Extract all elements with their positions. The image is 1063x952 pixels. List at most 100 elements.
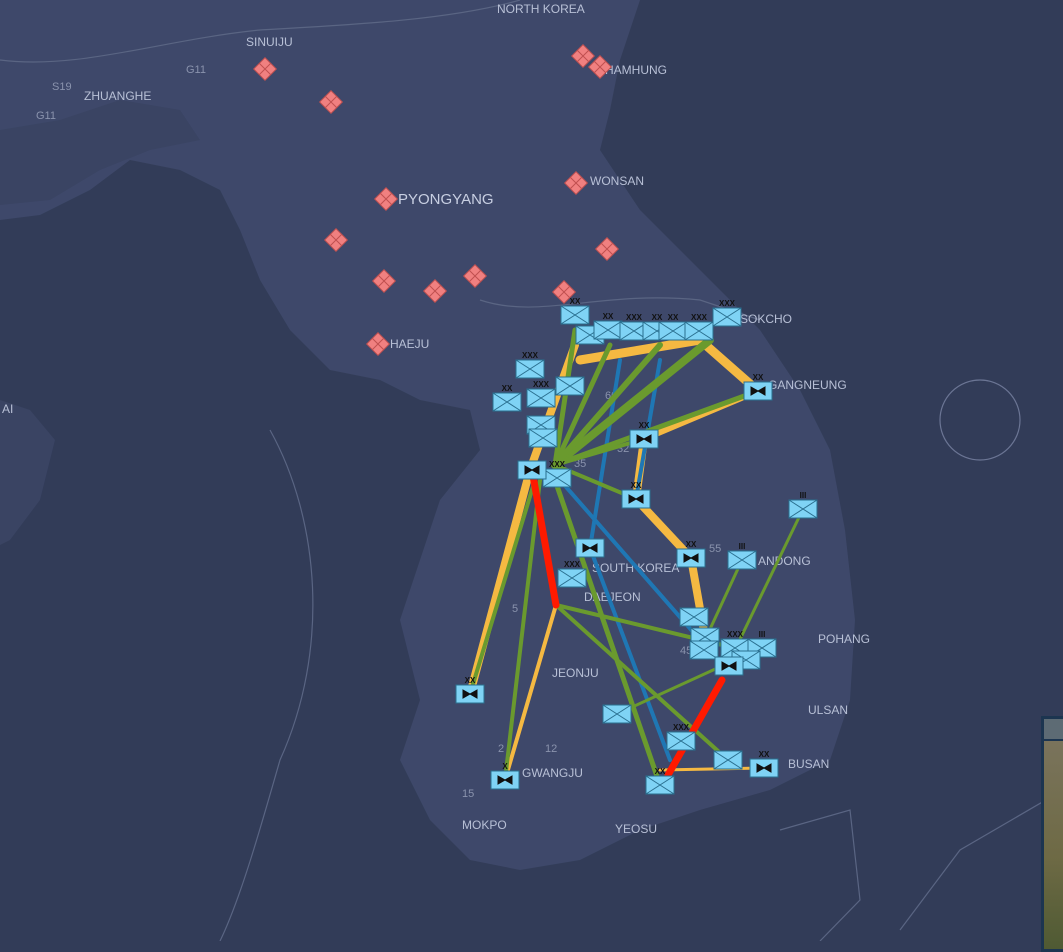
enemy-unit-marker[interactable] <box>462 263 488 289</box>
road-label: 45 <box>680 645 692 657</box>
infantry-cross-icon <box>645 775 675 795</box>
infantry-unit-marker[interactable] <box>555 376 585 396</box>
enemy-unit-marker[interactable] <box>551 279 577 305</box>
echelon-label: X <box>502 762 508 771</box>
city-label: POHANG <box>818 632 870 646</box>
echelon-label: XXX <box>626 313 643 322</box>
supply-line-supply-yellow <box>658 766 766 772</box>
armor-unit-marker[interactable]: X <box>490 762 520 790</box>
infantry-unit-marker[interactable] <box>528 428 558 448</box>
enemy-unit-marker[interactable] <box>373 186 399 212</box>
armor-unit-marker[interactable]: XX <box>676 540 706 568</box>
echelon-label: XXX <box>719 299 736 308</box>
city-label: GANGNEUNG <box>768 378 847 392</box>
infantry-cross-icon <box>560 305 590 325</box>
echelon-label: III <box>800 491 807 500</box>
minimap-header[interactable] <box>1044 719 1063 741</box>
echelon-label: XX <box>652 313 663 322</box>
enemy-unit-marker[interactable] <box>371 268 397 294</box>
infantry-cross-icon <box>666 731 696 751</box>
echelon-label: XX <box>603 312 614 321</box>
road-label: 55 <box>709 543 721 555</box>
echelon-label: XX <box>631 481 642 490</box>
infantry-unit-marker[interactable] <box>689 640 719 660</box>
armor-bowtie-icon <box>524 465 540 475</box>
infantry-cross-icon <box>602 704 632 724</box>
enemy-unit-marker[interactable] <box>252 56 278 82</box>
city-label: HAEJU <box>390 337 429 351</box>
enemy-units-layer <box>252 43 620 357</box>
city-label: MOKPO <box>462 818 507 832</box>
armor-unit-marker[interactable]: XX <box>455 676 485 704</box>
infantry-unit-marker[interactable]: XXX <box>515 351 545 379</box>
infantry-unit-marker[interactable]: XX <box>593 312 623 340</box>
echelon-label: XX <box>753 373 764 382</box>
city-label: YEOSU <box>615 822 657 836</box>
enemy-unit-marker[interactable] <box>318 89 344 115</box>
infantry-unit-marker[interactable] <box>713 750 743 770</box>
armor-bowtie-icon <box>683 553 699 563</box>
city-label: ANDONG <box>758 554 811 568</box>
supply-line-supply-green <box>503 478 542 782</box>
armor-unit-marker[interactable]: XX <box>743 373 773 401</box>
infantry-unit-marker[interactable]: XX <box>645 767 675 795</box>
city-label: ZHUANGHE <box>84 89 151 103</box>
supply-line-supply-green <box>553 437 646 467</box>
armor-unit-marker[interactable]: XX <box>621 481 651 509</box>
armor-unit-marker[interactable] <box>517 460 547 480</box>
enemy-unit-marker[interactable] <box>422 278 448 304</box>
infantry-unit-marker[interactable]: XX <box>658 313 688 341</box>
infantry-unit-marker[interactable]: III <box>788 491 818 519</box>
city-label: AI <box>2 402 13 416</box>
echelon-label: XX <box>686 540 697 549</box>
road-label: 5 <box>512 603 518 615</box>
west-island <box>0 400 55 545</box>
echelon-label: III <box>739 542 746 551</box>
enemy-unit-marker[interactable] <box>563 170 589 196</box>
infantry-cross-icon <box>492 392 522 412</box>
infantry-unit-marker[interactable]: XXX <box>557 560 587 588</box>
infantry-unit-marker[interactable]: XX <box>560 297 590 325</box>
enemy-unit-marker[interactable] <box>570 43 596 69</box>
infantry-unit-marker[interactable] <box>602 704 632 724</box>
road-label: 12 <box>545 743 557 755</box>
armor-bowtie-icon <box>628 494 644 504</box>
echelon-label: XX <box>668 313 679 322</box>
infantry-unit-marker[interactable]: XXX <box>666 723 696 751</box>
enemy-unit-marker[interactable] <box>594 236 620 262</box>
infantry-unit-marker[interactable]: XXX <box>526 380 556 408</box>
road-label: G11 <box>186 64 206 76</box>
infantry-unit-marker[interactable]: III <box>727 542 757 570</box>
supply-line-supply-green <box>554 603 730 762</box>
infantry-cross-icon <box>679 607 709 627</box>
supply-line-contested-red <box>664 676 726 779</box>
infantry-unit-marker[interactable]: XXX <box>712 299 742 327</box>
armor-unit-marker[interactable]: XX <box>629 421 659 449</box>
infantry-cross-icon <box>526 388 556 408</box>
infantry-unit-marker[interactable] <box>679 607 709 627</box>
infantry-unit-marker[interactable]: XXX <box>684 313 714 341</box>
infantry-cross-icon <box>713 750 743 770</box>
supply-line-supply-green <box>552 342 613 468</box>
enemy-unit-marker[interactable] <box>365 331 391 357</box>
armor-bowtie-icon <box>721 661 737 671</box>
infantry-cross-icon <box>593 320 623 340</box>
armor-unit-marker[interactable]: XX <box>749 750 779 778</box>
infantry-cross-icon <box>727 550 757 570</box>
city-label: WONSAN <box>590 174 644 188</box>
infantry-unit-marker[interactable]: XX <box>492 384 522 412</box>
supply-line-supply-green <box>552 342 663 468</box>
enemy-unit-marker[interactable] <box>323 227 349 253</box>
supply-line-supply-green <box>703 558 744 642</box>
armor-unit-marker[interactable] <box>575 538 605 558</box>
armor-unit-marker[interactable] <box>714 656 744 676</box>
enemy-unit-marker[interactable] <box>587 54 613 80</box>
road-label: 35 <box>574 458 586 470</box>
armor-bowtie-icon <box>750 386 766 396</box>
infantry-cross-icon <box>712 307 742 327</box>
armor-bowtie-icon <box>756 763 772 773</box>
minimap[interactable] <box>1041 716 1063 952</box>
